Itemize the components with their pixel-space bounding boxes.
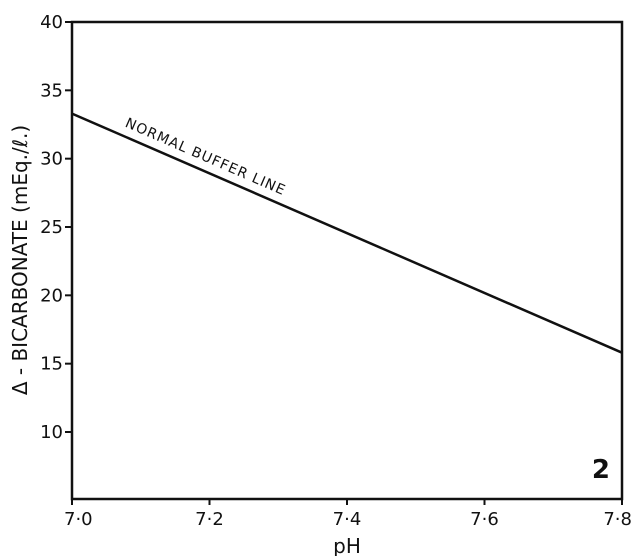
y-tick-label: 40 xyxy=(40,12,63,33)
y-tick-label: 35 xyxy=(40,80,63,101)
x-axis-title: pH xyxy=(333,534,361,556)
normal-buffer-line xyxy=(71,112,623,354)
y-tick-label: 15 xyxy=(40,354,63,375)
y-tick-label: 20 xyxy=(40,285,63,306)
series-label: NORMAL BUFFER LINE xyxy=(123,115,288,199)
y-axis-ticks: 10 15 20 25 30 35 40 xyxy=(40,12,72,443)
x-tick-label: 7·0 xyxy=(64,509,93,530)
series-layer: NORMAL BUFFER LINE xyxy=(71,112,623,354)
x-tick-label: 7·8 xyxy=(603,509,632,530)
x-tick-label: 7·6 xyxy=(470,509,499,530)
x-tick-label: 7·2 xyxy=(195,509,224,530)
x-axis-ticks: 7·0 7·2 7·4 7·6 7·8 xyxy=(64,499,632,530)
plot-frame xyxy=(70,20,624,501)
x-tick-label: 7·4 xyxy=(333,509,362,530)
y-tick-label: 30 xyxy=(40,149,63,170)
y-tick-label: 25 xyxy=(40,217,63,238)
y-axis-title: Δ - BICARBONATE (mEq./ℓ.) xyxy=(8,125,32,395)
y-tick-label: 10 xyxy=(40,422,63,443)
panel-number: 2 xyxy=(592,455,610,485)
